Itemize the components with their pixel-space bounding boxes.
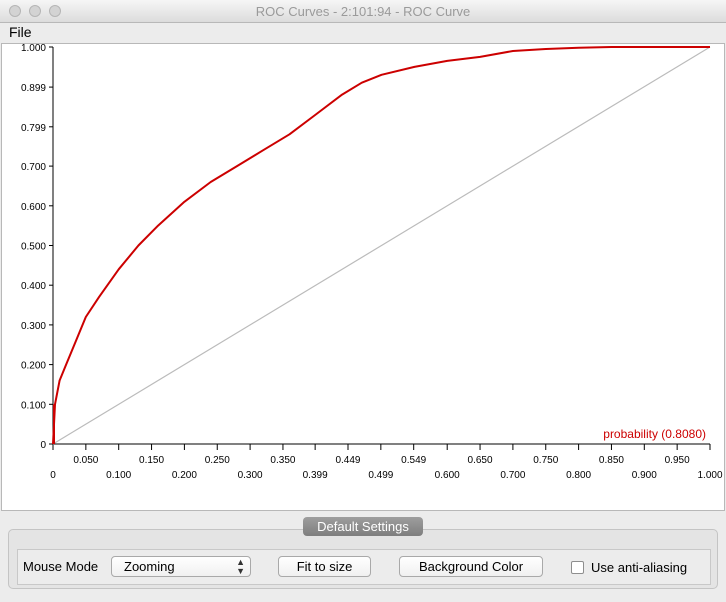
x-tick-label: 0.449	[335, 455, 360, 466]
x-tick-label: 0.300	[238, 470, 263, 481]
x-tick-label: 0.499	[368, 470, 393, 481]
x-tick-label: 0.850	[599, 455, 624, 466]
window-title: ROC Curves - 2:101:94 - ROC Curve	[255, 4, 471, 19]
mouse-mode-value: Zooming	[124, 559, 175, 574]
x-tick-label: 0.350	[270, 455, 295, 466]
x-tick-label: 0.399	[303, 470, 328, 481]
x-tick-label: 0	[50, 470, 56, 481]
x-tick-label: 0.150	[139, 455, 164, 466]
y-tick-label: 0.500	[21, 242, 46, 253]
y-tick-label: 0.400	[21, 281, 46, 292]
menu-bar: File	[0, 23, 726, 43]
y-tick-label: 0.100	[21, 400, 46, 411]
roc-curve-line	[52, 46, 710, 445]
y-tick-label: 0.700	[21, 162, 46, 173]
x-tick-label: 0.549	[401, 455, 426, 466]
fit-to-size-button[interactable]: Fit to size	[278, 556, 371, 577]
minimize-window-button[interactable]	[29, 5, 41, 17]
close-window-button[interactable]	[9, 5, 21, 17]
roc-chart[interactable]: 0 0.100 0.200 0.300 0.400 0.500 0.600 0.700 0.79…	[2, 44, 724, 510]
y-tick-label: 1.000	[21, 44, 46, 54]
zoom-window-button[interactable]	[49, 5, 61, 17]
y-tick-label: 0.899	[21, 83, 46, 94]
x-tick-label: 0.600	[435, 470, 460, 481]
x-tick-label: 0.950	[665, 455, 690, 466]
x-tick-label: 0.200	[172, 470, 197, 481]
y-tick-label: 0	[40, 440, 46, 451]
anti-aliasing-label: Use anti-aliasing	[591, 560, 688, 575]
x-tick-label: 0.050	[73, 455, 98, 466]
y-tick-label: 0.200	[21, 361, 46, 372]
title-bar: ROC Curves - 2:101:94 - ROC Curve	[0, 0, 726, 23]
x-tick-label: 0.800	[566, 470, 591, 481]
select-arrows-icon: ▲ ▼	[236, 557, 245, 576]
x-tick-label: 1.000	[697, 470, 722, 481]
x-tick-label: 0.650	[468, 455, 493, 466]
anti-aliasing-checkbox[interactable]	[571, 561, 584, 574]
series-group	[52, 46, 711, 445]
mouse-mode-select[interactable]: Zooming ▲ ▼	[111, 556, 251, 577]
legend-label: probability (0.8080)	[603, 427, 706, 441]
y-axis: 0 0.100 0.200 0.300 0.400 0.500 0.600 0.700 0.79…	[21, 44, 54, 451]
x-tick-label: 0.700	[500, 470, 525, 481]
y-tick-label: 0.600	[21, 202, 46, 213]
roc-plot-panel[interactable]: 0 0.100 0.200 0.300 0.400 0.500 0.600 0.700 0.79…	[1, 43, 725, 511]
background-color-button[interactable]: Background Color	[399, 556, 543, 577]
x-axis: 0 0.050 0.100 0.150 0.200 0.250 0.300 0.350 0.39…	[50, 443, 723, 481]
y-tick-label: 0.799	[21, 123, 46, 134]
x-tick-label: 0.750	[533, 455, 558, 466]
mouse-mode-label: Mouse Mode	[23, 559, 99, 574]
x-tick-label: 0.900	[632, 470, 657, 481]
y-tick-label: 0.300	[21, 321, 46, 332]
x-tick-label: 0.250	[205, 455, 230, 466]
default-settings-tab[interactable]: Default Settings	[303, 517, 423, 536]
diagonal-reference-line	[52, 46, 711, 445]
menu-file[interactable]: File	[9, 24, 32, 40]
x-tick-label: 0.100	[106, 470, 131, 481]
